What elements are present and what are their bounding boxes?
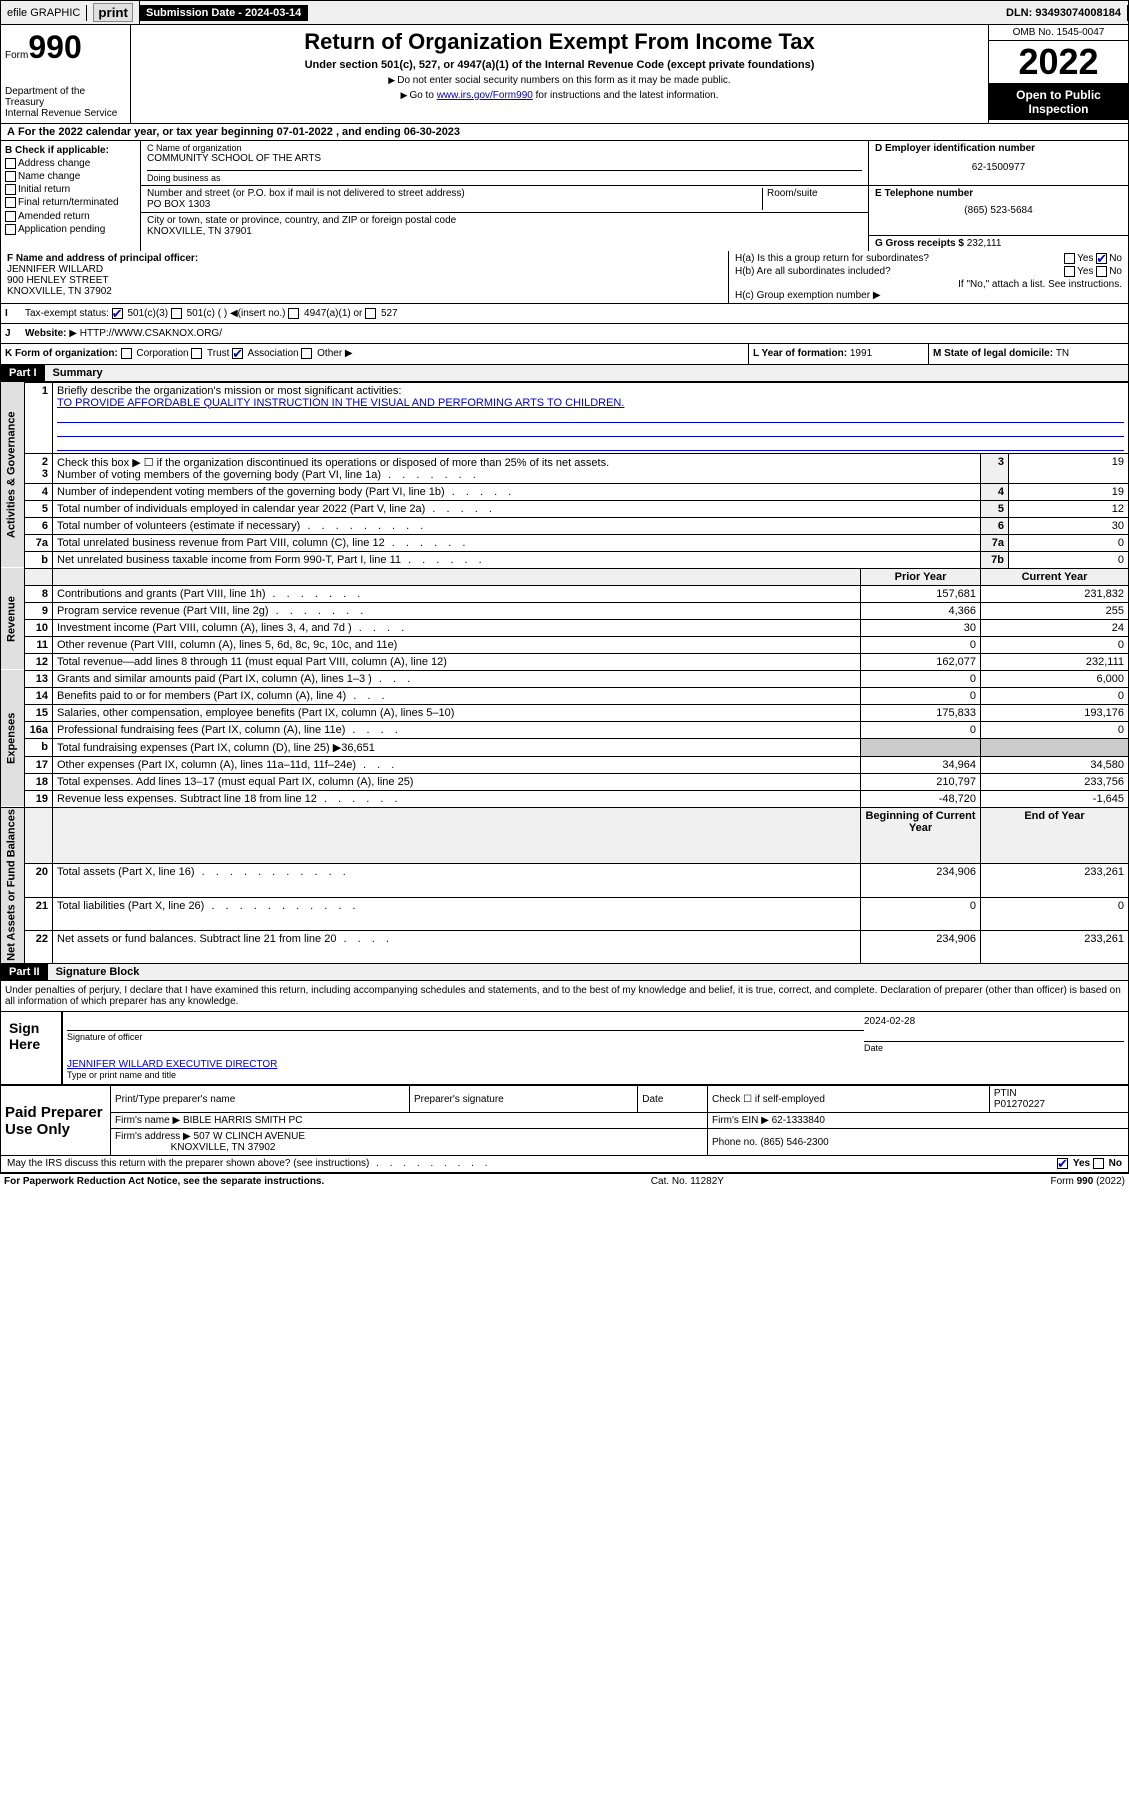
form-label: Form <box>5 50 28 61</box>
box-e-phone: E Telephone number (865) 523-5684 <box>869 186 1128 236</box>
chk-name-change[interactable]: Name change <box>5 171 136 182</box>
chk-amended[interactable]: Amended return <box>5 211 136 222</box>
ptin-value: P01270227 <box>994 1099 1045 1110</box>
paid-preparer-label: Paid Preparer Use Only <box>1 1086 111 1156</box>
form-title: Return of Organization Exempt From Incom… <box>135 29 984 55</box>
summary-table: Activities & Governance 1 Briefly descri… <box>0 382 1129 965</box>
firm-ein: 62-1333840 <box>772 1115 825 1126</box>
part1-header: Part ISummary <box>0 365 1129 382</box>
note-link: Go to www.irs.gov/Form990 for instructio… <box>135 90 984 101</box>
chk-address-change[interactable]: Address change <box>5 158 136 169</box>
efile-label: efile GRAPHIC <box>1 5 87 21</box>
tax-year: 2022 <box>989 41 1128 84</box>
box-f-officer: F Name and address of principal officer:… <box>1 251 728 303</box>
irs-discuss-row: May the IRS discuss this return with the… <box>0 1156 1129 1172</box>
chk-initial-return[interactable]: Initial return <box>5 184 136 195</box>
city-state-zip: KNOXVILLE, TN 37901 <box>147 226 456 237</box>
form-subtitle: Under section 501(c), 527, or 4947(a)(1)… <box>135 59 984 71</box>
submission-date: Submission Date - 2024-03-14 <box>140 5 308 21</box>
box-h: H(a) Is this a group return for subordin… <box>728 251 1128 303</box>
firm-name: BIBLE HARRIS SMITH PC <box>183 1115 302 1126</box>
vtab-revenue: Revenue <box>1 568 25 670</box>
row-a-tax-year: A For the 2022 calendar year, or tax yea… <box>0 124 1129 141</box>
firm-phone: (865) 546-2300 <box>760 1137 828 1148</box>
vtab-governance: Activities & Governance <box>1 382 25 568</box>
footer: For Paperwork Reduction Act Notice, see … <box>0 1173 1129 1189</box>
note-ssn: Do not enter social security numbers on … <box>135 75 984 86</box>
section-fh: F Name and address of principal officer:… <box>0 251 1129 304</box>
form-number: 990 <box>28 29 81 65</box>
chk-final-return[interactable]: Final return/terminated <box>5 197 136 208</box>
sign-here-label: Sign Here <box>1 1012 61 1084</box>
open-public: Open to Public Inspection <box>989 84 1128 120</box>
perjury-statement: Under penalties of perjury, I declare th… <box>1 981 1128 1011</box>
org-name: COMMUNITY SCHOOL OF THE ARTS <box>147 153 862 164</box>
box-d-ein: D Employer identification number 62-1500… <box>868 141 1128 185</box>
top-bar: efile GRAPHIC print Submission Date - 20… <box>0 0 1129 25</box>
signature-block: Under penalties of perjury, I declare th… <box>0 981 1129 1085</box>
box-b-label: B Check if applicable: <box>5 145 136 156</box>
mission-text: TO PROVIDE AFFORDABLE QUALITY INSTRUCTIO… <box>57 397 624 409</box>
row-klm: K Form of organization: Corporation Trus… <box>0 344 1129 364</box>
vtab-expenses: Expenses <box>1 670 25 807</box>
print-button[interactable]: print <box>93 3 133 22</box>
row-i: I Tax-exempt status: 501(c)(3) 501(c) ( … <box>0 304 1129 324</box>
preparer-table: Paid Preparer Use Only Print/Type prepar… <box>0 1085 1129 1156</box>
irs-link[interactable]: www.irs.gov/Form990 <box>437 90 533 101</box>
phone-value: (865) 523-5684 <box>875 205 1122 216</box>
ein-value: 62-1500977 <box>875 162 1122 173</box>
website-url: HTTP://WWW.CSAKNOX.ORG/ <box>80 328 222 339</box>
dln: DLN: 93493074008184 <box>1000 5 1128 21</box>
omb-number: OMB No. 1545-0047 <box>989 25 1128 41</box>
street-address: PO BOX 1303 <box>147 199 762 210</box>
part2-header: Part IISignature Block <box>0 964 1129 981</box>
officer-signature-name: JENNIFER WILLARD EXECUTIVE DIRECTOR <box>67 1059 1124 1070</box>
box-b: B Check if applicable: Address change Na… <box>1 141 141 251</box>
form-header: Form990 Department of the Treasury Inter… <box>0 25 1129 124</box>
box-c-name: C Name of organization COMMUNITY SCHOOL … <box>141 141 868 185</box>
dept-treasury: Department of the Treasury Internal Reve… <box>5 86 126 119</box>
vtab-net-assets: Net Assets or Fund Balances <box>1 807 25 964</box>
chk-app-pending[interactable]: Application pending <box>5 224 136 235</box>
officer-name: JENNIFER WILLARD <box>7 264 722 275</box>
box-g-receipts: G Gross receipts $ 232,111 <box>869 236 1128 251</box>
section-bcd: B Check if applicable: Address change Na… <box>0 141 1129 251</box>
sig-date: 2024-02-28 <box>864 1016 915 1027</box>
row-j: J Website: ▶ HTTP://WWW.CSAKNOX.ORG/ <box>0 324 1129 344</box>
